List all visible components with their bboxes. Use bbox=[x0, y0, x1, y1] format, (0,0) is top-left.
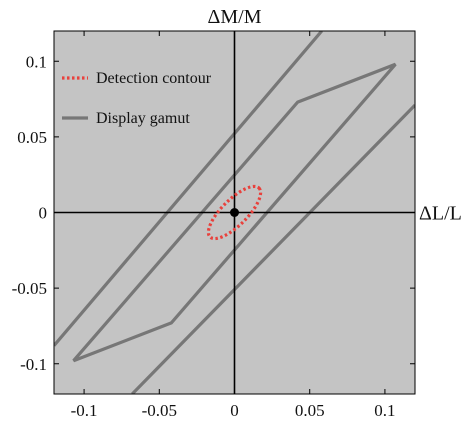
y-tick-label: 0.05 bbox=[17, 128, 47, 147]
legend-label-detection-contour: Detection contour bbox=[96, 70, 212, 87]
diagonal-line-lower bbox=[131, 103, 415, 394]
y-tick-label: 0 bbox=[39, 204, 48, 223]
y-tick-label: -0.05 bbox=[12, 279, 47, 298]
display-gamut-polygon bbox=[72, 62, 397, 363]
legend-label-display-gamut: Display gamut bbox=[96, 110, 190, 127]
plot-area bbox=[54, 31, 415, 394]
x-ticks: -0.1 -0.05 0 0.05 0.1 bbox=[71, 31, 396, 420]
x-tick-label: 0.05 bbox=[295, 401, 325, 420]
y-tick-label: -0.1 bbox=[20, 355, 47, 374]
x-tick-label: -0.1 bbox=[71, 401, 98, 420]
legend: Detection contour Display gamut bbox=[62, 70, 212, 127]
y-tick-label: 0.1 bbox=[26, 52, 47, 71]
x-tick-label: 0.1 bbox=[374, 401, 395, 420]
x-tick-label: 0 bbox=[230, 401, 239, 420]
x-tick-label: -0.05 bbox=[142, 401, 177, 420]
detection-contour-ellipse bbox=[206, 184, 263, 241]
origin-marker bbox=[230, 208, 239, 217]
y-ticks: 0.1 0.05 0 -0.05 -0.1 bbox=[12, 52, 415, 374]
x-axis-label: ΔL/L bbox=[419, 203, 462, 225]
y-axis-label: ΔM/M bbox=[208, 6, 262, 28]
diagonal-line-upper bbox=[54, 31, 323, 347]
